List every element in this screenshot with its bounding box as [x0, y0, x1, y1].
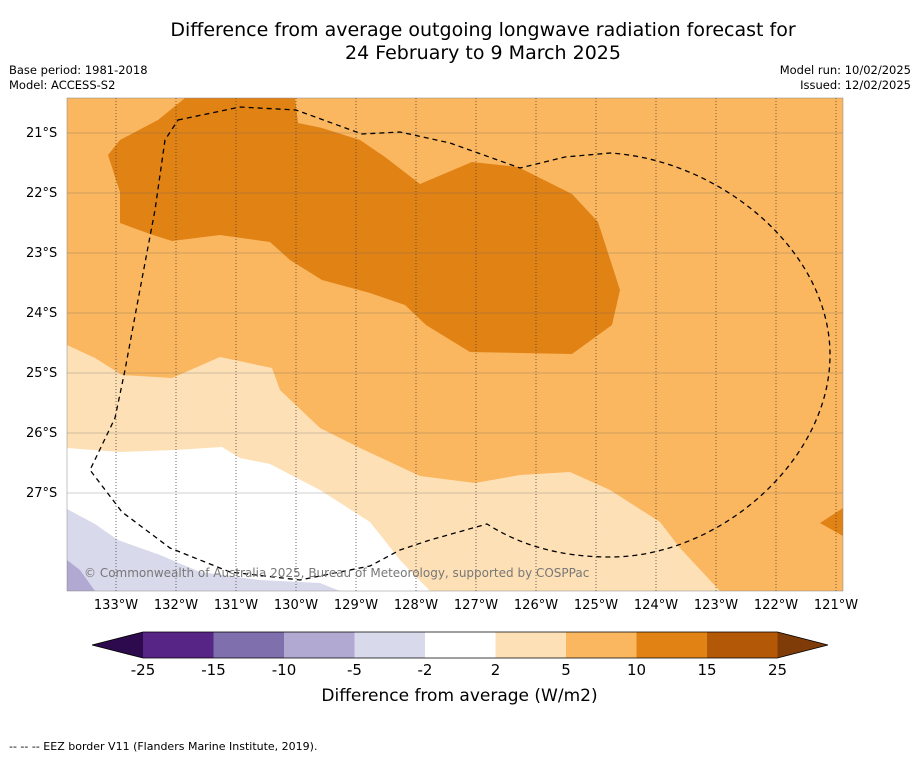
colorbar-title: Difference from average (W/m2)	[321, 686, 598, 706]
map-plot-area: © Commonwealth of Australia 2025, Bureau…	[67, 98, 843, 591]
contour-minus10-minus5	[67, 560, 95, 591]
lon-label: 129°W	[333, 598, 379, 613]
title-line-2: 24 February to 9 March 2025	[344, 42, 621, 64]
contour-10-15-east	[820, 508, 843, 536]
lon-label: 122°W	[753, 598, 799, 613]
lon-label: 128°W	[393, 598, 439, 613]
base-period: Base period: 1981-2018	[9, 63, 148, 77]
footer-note: -- -- -- EEZ border V11 (Flanders Marine…	[9, 740, 318, 753]
lon-label: 130°W	[273, 598, 319, 613]
colorbar-tick: -25	[130, 661, 156, 679]
lon-label: 124°W	[633, 598, 679, 613]
colorbar-bin	[425, 632, 496, 658]
chart-title: Difference from average outgoing longwav…	[0, 19, 919, 65]
colorbar-bin	[284, 632, 355, 658]
copyright-notice: © Commonwealth of Australia 2025, Bureau…	[84, 566, 589, 580]
lat-label: 27°S	[26, 486, 58, 501]
lat-label: 24°S	[26, 306, 58, 321]
model-run: Model run: 10/02/2025	[779, 63, 911, 77]
colorbar-tick: -10	[271, 661, 297, 679]
model-name: Model: ACCESS-S2	[9, 78, 116, 92]
colorbar-bin	[354, 632, 425, 658]
lon-label: 133°W	[93, 598, 139, 613]
colorbar-tick: 15	[697, 661, 717, 679]
meta-left: Base period: 1981-2018 Model: ACCESS-S2	[9, 63, 148, 93]
lon-label: 127°W	[453, 598, 499, 613]
eez-border	[89, 106, 831, 581]
colorbar-bin	[213, 632, 284, 658]
colorbar-bin	[707, 632, 778, 658]
lat-label: 22°S	[26, 186, 58, 201]
lat-gridlines	[67, 132, 843, 494]
meta-right: Model run: 10/02/2025 Issued: 12/02/2025	[780, 63, 911, 93]
lon-label: 132°W	[153, 598, 199, 613]
colorbar-bin	[143, 632, 214, 658]
lon-label: 125°W	[573, 598, 619, 613]
colorbar-tick: 10	[626, 661, 647, 679]
colorbar-tick: -5	[347, 661, 362, 679]
lon-label: 126°W	[513, 598, 559, 613]
colorbar-bin	[566, 632, 637, 658]
colorbar-tick: -2	[417, 661, 433, 679]
lon-label: 121°W	[813, 598, 859, 613]
contour-minus5-minus2	[67, 509, 340, 591]
lat-label: 21°S	[26, 126, 58, 141]
title-line-1: Difference from average outgoing longwav…	[170, 19, 796, 41]
lon-label: 131°W	[213, 598, 259, 613]
colorbar-tick: 25	[767, 661, 788, 679]
lon-label: 123°W	[693, 598, 739, 613]
map-frame	[66, 97, 844, 592]
colorbar-tick: 2	[490, 661, 501, 679]
colorbar-tick: 5	[561, 661, 571, 679]
lat-label: 25°S	[26, 366, 58, 381]
colorbar	[91, 631, 829, 659]
gridlines	[115, 98, 837, 591]
issued-date: Issued: 12/02/2025	[800, 78, 911, 92]
colorbar-extend-high	[777, 632, 828, 658]
colorbar-extend-low	[92, 632, 143, 658]
lat-label: 26°S	[26, 426, 58, 441]
colorbar-bin	[495, 632, 566, 658]
colorbar-bin	[636, 632, 707, 658]
colorbar-tick: -15	[201, 661, 226, 679]
lat-label: 23°S	[26, 246, 58, 261]
